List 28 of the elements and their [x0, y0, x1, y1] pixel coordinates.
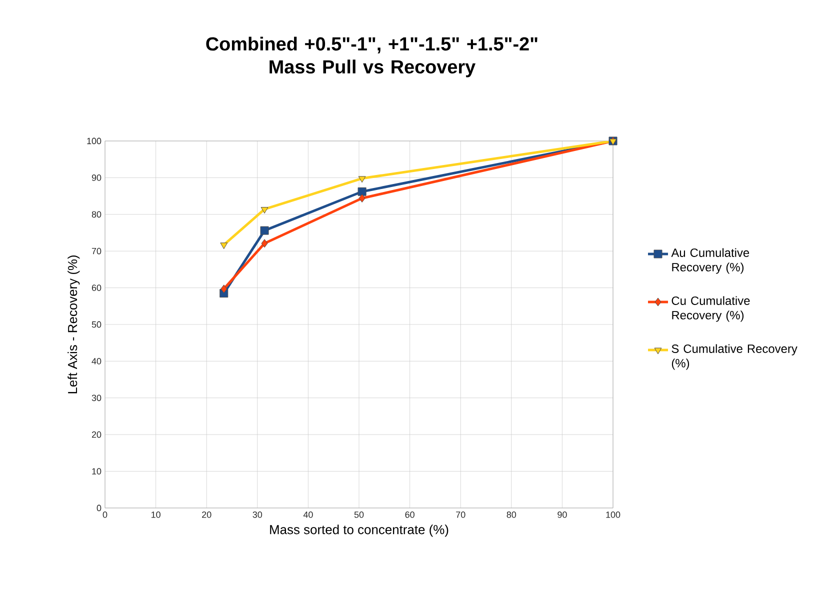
x-tick-label: 10 — [152, 512, 160, 518]
x-tick-label: 20 — [202, 512, 212, 518]
y-tick-label: 90 — [92, 174, 102, 181]
x-tick-label: 90 — [558, 512, 567, 518]
x-tick-label: 40 — [303, 512, 313, 518]
x-tick-label: 70 — [456, 512, 466, 518]
x-tick-label: 60 — [405, 512, 414, 518]
x-axis-title: Mass sorted to concentrate (%) — [270, 524, 448, 537]
y-tick-label: 70 — [92, 248, 102, 254]
y-axis-title: Left Axis - Recovery (%) — [68, 255, 80, 394]
x-tick-label: 50 — [354, 512, 364, 518]
y-tick-label: 10 — [92, 468, 102, 474]
y-tick-label: 100 — [87, 138, 102, 144]
y-tick-label: 20 — [92, 431, 102, 438]
y-tick-label: 50 — [92, 321, 102, 328]
legend-label: Cu Cumulative Recovery (%) — [672, 296, 750, 322]
y-tick-label: 40 — [92, 358, 102, 364]
y-tick-label: 60 — [92, 284, 102, 291]
x-tick-label: 80 — [506, 512, 516, 518]
y-tick-label: 0 — [96, 504, 102, 512]
chart-title: Combined +0.5"-1", +1"-1.5" +1.5"-2" Mass Pull vs Recovery — [206, 36, 538, 78]
legend-label: Au Cumulative Recovery (%) — [671, 248, 750, 274]
y-tick-label: 30 — [92, 394, 102, 402]
x-tick-label: 30 — [252, 512, 262, 518]
x-tick-label: 0 — [102, 512, 108, 518]
x-tick-label: 100 — [606, 512, 620, 518]
legend-label: S Cumulative Recovery (%) — [672, 344, 798, 370]
y-tick-label: 80 — [92, 211, 102, 218]
